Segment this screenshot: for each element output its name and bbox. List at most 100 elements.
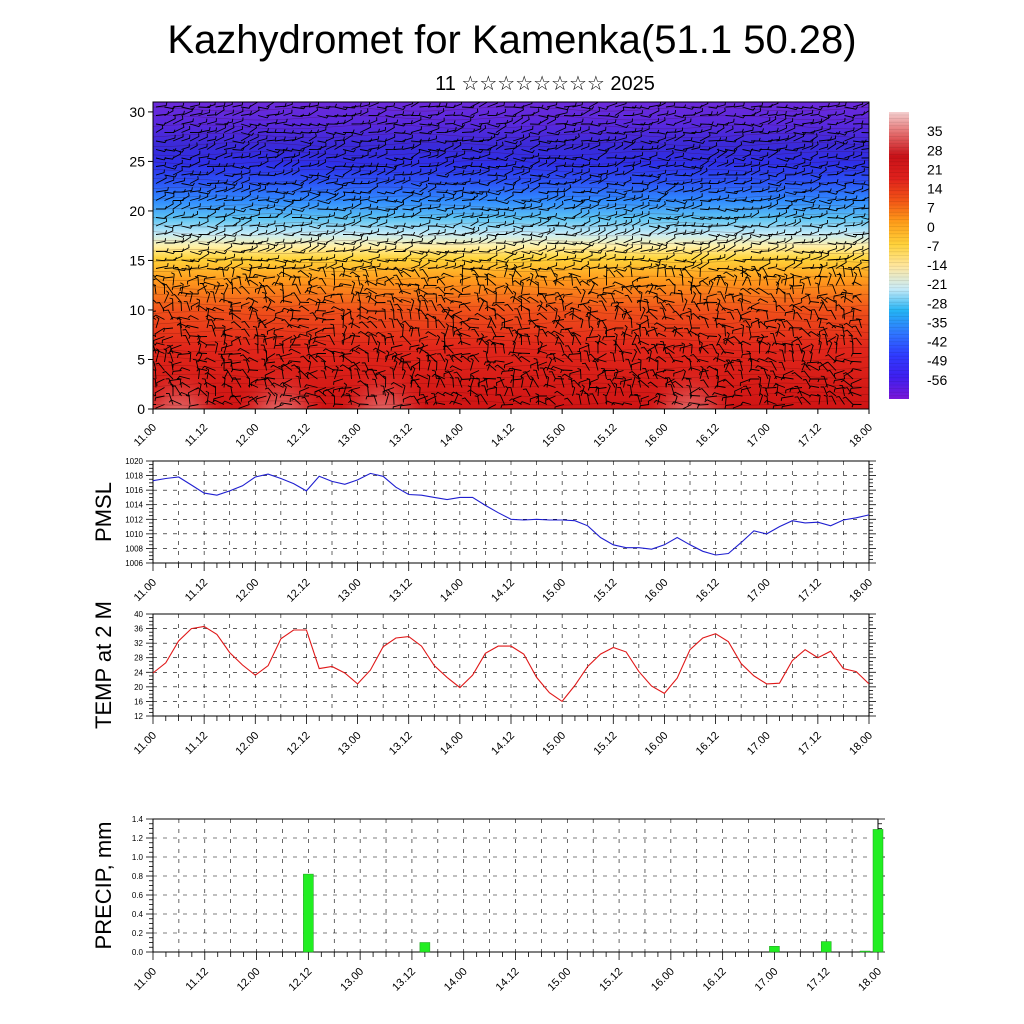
wind-barb [478, 102, 489, 108]
wind-barb [853, 337, 862, 346]
wind-barb [273, 336, 284, 341]
wind-barb [684, 328, 692, 337]
wind-barb [833, 341, 838, 354]
wind-barb [725, 242, 736, 252]
wind-barb [564, 310, 573, 319]
wind-barb [380, 385, 386, 397]
wind-barb [629, 284, 641, 295]
wind-barb [185, 264, 191, 278]
wind-barb [631, 172, 645, 177]
wind-barb [323, 293, 335, 301]
wind-barb [427, 135, 438, 142]
wind-barb [699, 365, 704, 380]
wind-barb [808, 331, 820, 337]
wind-barb [444, 194, 454, 201]
wind-barb [613, 269, 624, 278]
wind-barb [215, 216, 226, 227]
wind-barb [654, 359, 659, 371]
wind-barb [614, 249, 628, 254]
wind-barb [701, 368, 709, 380]
wind-barb [529, 272, 534, 286]
wind-barb [597, 227, 606, 235]
wind-barb [631, 188, 645, 193]
wind-barb [789, 327, 794, 337]
wind-barb [793, 133, 805, 142]
xtick-label: 12.00 [233, 730, 261, 758]
wind-barb [411, 269, 420, 278]
wind-barb [776, 168, 785, 176]
wind-barb [543, 366, 556, 371]
wind-barb [208, 319, 216, 329]
wind-barb [222, 376, 226, 388]
wind-barb [334, 150, 346, 159]
wind-barb [461, 114, 475, 118]
wind-barb [348, 389, 361, 397]
wind-barb [195, 304, 208, 312]
wind-barb [548, 371, 556, 380]
wind-barb [376, 138, 387, 142]
wind-barb [742, 234, 752, 244]
wind-barb [444, 111, 456, 116]
wind-barb [257, 257, 270, 262]
wind-barb [223, 124, 235, 133]
wind-barb [546, 157, 557, 167]
wind-barb [662, 369, 675, 373]
wind-barb [249, 122, 261, 127]
field-xtick-label: 18.00 [847, 422, 875, 450]
wind-barb [557, 342, 565, 354]
wind-barb [673, 326, 678, 337]
wind-barb [555, 156, 567, 160]
wind-barb [606, 161, 617, 167]
wind-barb [827, 161, 840, 167]
wind-barb [359, 203, 372, 210]
wind-barb [393, 111, 405, 116]
wind-barb [334, 223, 346, 227]
wind-barb [818, 166, 827, 176]
wind-barb [723, 271, 735, 278]
wind-barb [487, 224, 501, 228]
wind-barb [585, 315, 590, 329]
isoline [153, 329, 869, 335]
wind-barb [623, 155, 636, 159]
wind-barb [861, 102, 869, 108]
wind-barb [444, 204, 456, 210]
wind-barb [518, 356, 531, 363]
wind-barb [438, 294, 446, 303]
wind-barb [677, 289, 684, 303]
wind-barb [470, 246, 480, 252]
wind-barb [750, 102, 764, 108]
wind-barb [827, 309, 837, 320]
wind-barb [187, 315, 199, 320]
wind-barb [818, 200, 833, 205]
wind-barb [257, 123, 269, 127]
wind-barb [521, 236, 532, 244]
field-xtick-label: 12.12 [285, 422, 313, 450]
wind-barb [262, 305, 276, 312]
wind-barb [674, 229, 687, 235]
wind-barb [716, 216, 731, 220]
wind-barb [622, 376, 626, 388]
wind-barb [376, 141, 387, 150]
wind-barb [334, 258, 348, 263]
wind-barb [437, 377, 446, 388]
wind-barb [835, 272, 842, 286]
wind-barb [689, 275, 694, 286]
wind-barb [402, 156, 414, 161]
wind-barb [325, 206, 339, 211]
wind-barb [776, 268, 787, 272]
wind-barb [844, 251, 854, 261]
wind-barb [682, 137, 693, 142]
wind-barb [577, 367, 582, 380]
wind-barb [805, 293, 811, 303]
wind-barb [835, 184, 846, 193]
wind-barb [799, 396, 811, 405]
wind-barb [155, 348, 160, 363]
wind-barb [842, 372, 854, 380]
wind-barb [801, 138, 814, 143]
wind-barb [280, 266, 284, 277]
wind-barb [637, 358, 642, 371]
xtick-label: 12.12 [285, 730, 313, 758]
wind-barb [716, 194, 730, 201]
wind-barb [580, 106, 595, 110]
wind-barb [291, 364, 301, 371]
